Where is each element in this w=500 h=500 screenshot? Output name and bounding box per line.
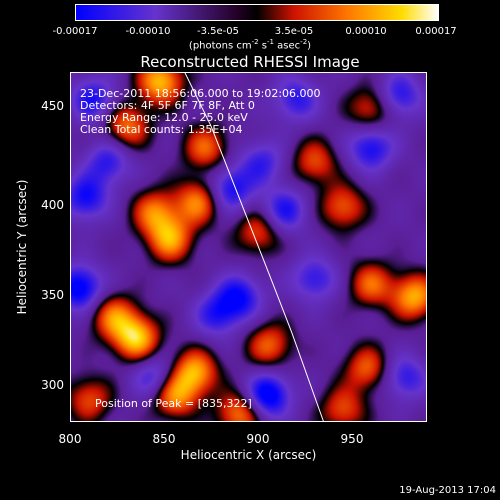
chart-title: Reconstructed RHESSI Image <box>140 53 360 71</box>
peak-position-label: Position of Peak = [835,322] <box>95 397 252 410</box>
info-line-energy: Energy Range: 12.0 - 25.0 keV <box>80 111 248 124</box>
x-tick-label: 950 <box>340 432 364 446</box>
colorbar <box>75 4 439 21</box>
colorbar-gradient <box>76 5 438 20</box>
info-line-time: 23-Dec-2011 18:56:06.000 to 19:02:06.000 <box>80 87 321 100</box>
colorbar-tick-label: -0.00010 <box>125 26 171 37</box>
colorbar-tick-label: 3.5e-05 <box>274 26 314 37</box>
x-axis-label: Heliocentric X (arcsec) <box>180 448 317 462</box>
info-line-detectors: Detectors: 4F 5F 6F 7F 8F, Att 0 <box>80 99 255 112</box>
colorbar-tick-label: 0.00010 <box>345 26 387 37</box>
colorbar-tick-label: -0.00017 <box>52 26 98 37</box>
y-tick-label: 300 <box>41 378 64 392</box>
y-tick-label: 350 <box>41 288 64 302</box>
y-axis-label: Heliocentric Y (arcsec) <box>15 179 29 315</box>
solar-limb-line <box>184 72 325 422</box>
x-tick-label: 900 <box>246 432 270 446</box>
plot-area <box>70 72 427 422</box>
plot-timestamp: 19-Aug-2013 17:04 <box>399 485 496 496</box>
y-tick-label: 400 <box>41 198 64 212</box>
info-line-counts: Clean Total counts: 1.35E+04 <box>80 123 243 136</box>
y-tick-label: 450 <box>41 99 64 113</box>
colorbar-tick-label: -3.5e-05 <box>197 26 239 37</box>
heatmap-image <box>70 72 427 422</box>
colorbar-unit-label: (photons cm-2 s-1 asec-2) <box>188 38 312 52</box>
colorbar-tick-label: 0.00017 <box>415 26 457 37</box>
plot-overlay <box>184 72 325 422</box>
x-tick-label: 800 <box>58 432 82 446</box>
x-tick-label: 850 <box>152 432 176 446</box>
